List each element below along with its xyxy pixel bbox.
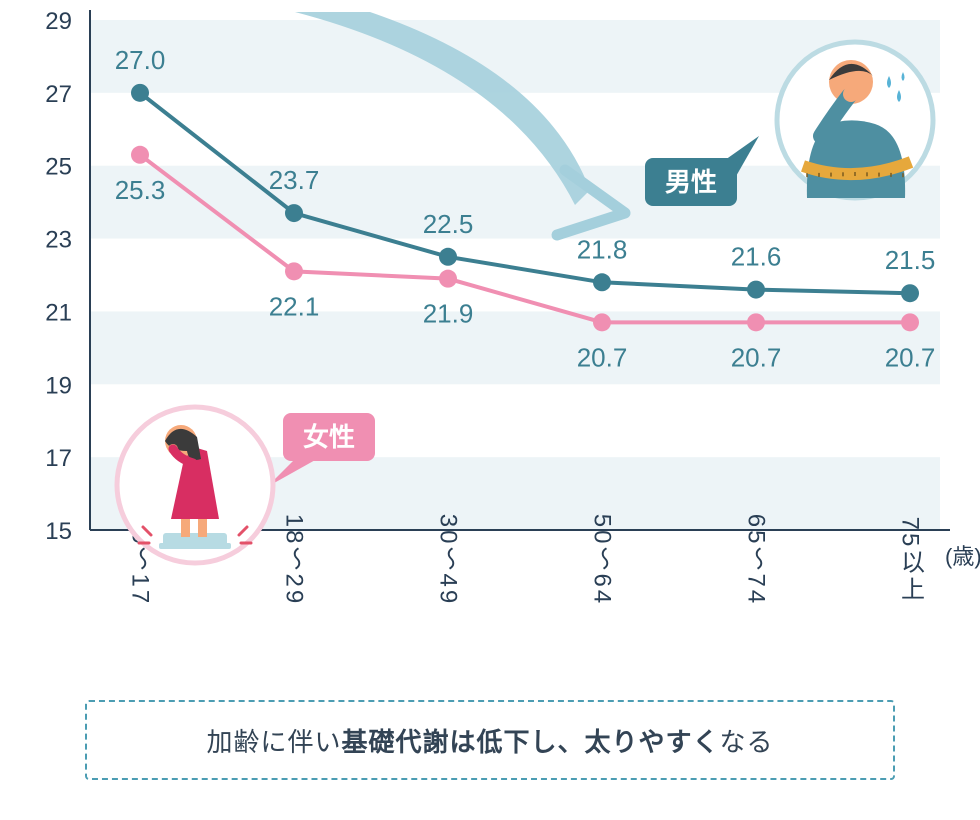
female-illustration xyxy=(117,407,273,563)
svg-text:27: 27 xyxy=(45,81,72,108)
svg-text:27.0: 27.0 xyxy=(115,45,166,75)
svg-text:25.3: 25.3 xyxy=(115,175,166,205)
caption-text: 加齢に伴い基礎代謝は低下し、太りやすくなる xyxy=(206,722,773,759)
svg-text:20.7: 20.7 xyxy=(731,342,782,372)
svg-text:30〜49: 30〜49 xyxy=(435,514,462,606)
svg-text:男性: 男性 xyxy=(665,167,717,197)
svg-text:20.7: 20.7 xyxy=(577,342,628,372)
chart-container: 151719212325272915〜1718〜2930〜4950〜6465〜7… xyxy=(0,0,980,820)
svg-text:50〜64: 50〜64 xyxy=(589,514,616,606)
svg-text:21.8: 21.8 xyxy=(577,234,628,264)
svg-text:75以上: 75以上 xyxy=(897,517,924,604)
svg-text:21.9: 21.9 xyxy=(423,299,474,329)
svg-text:21.5: 21.5 xyxy=(885,245,936,275)
svg-text:19: 19 xyxy=(45,372,72,399)
svg-text:20.7: 20.7 xyxy=(885,342,936,372)
caption-box: 加齢に伴い基礎代謝は低下し、太りやすくなる xyxy=(85,700,895,780)
svg-text:18〜29: 18〜29 xyxy=(281,514,308,606)
svg-text:65〜74: 65〜74 xyxy=(743,514,770,606)
svg-text:女性: 女性 xyxy=(303,422,355,452)
metabolism-line-chart: 151719212325272915〜1718〜2930〜4950〜6465〜7… xyxy=(0,0,980,700)
svg-text:15: 15 xyxy=(45,518,72,545)
svg-text:25: 25 xyxy=(45,154,72,181)
svg-text:17: 17 xyxy=(45,445,72,472)
svg-text:23.7: 23.7 xyxy=(269,165,320,195)
svg-text:(歳): (歳) xyxy=(945,544,980,569)
svg-text:22.1: 22.1 xyxy=(269,291,320,321)
svg-text:22.5: 22.5 xyxy=(423,209,474,239)
svg-text:21.6: 21.6 xyxy=(731,242,782,272)
svg-text:23: 23 xyxy=(45,227,72,254)
svg-text:21: 21 xyxy=(45,299,72,326)
svg-text:29: 29 xyxy=(45,8,72,35)
